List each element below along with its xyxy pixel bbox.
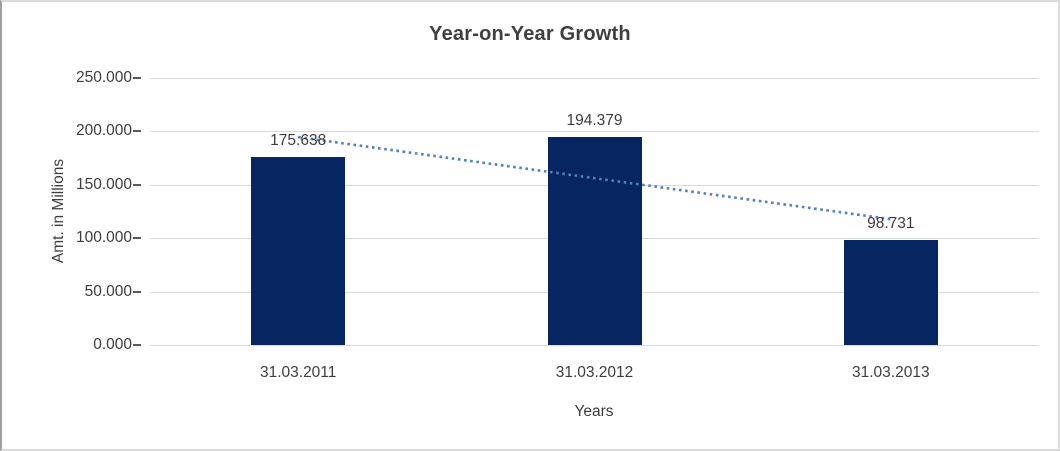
gridline <box>150 131 1039 132</box>
y-axis-tick <box>133 184 141 186</box>
bar <box>843 239 938 345</box>
y-axis-tick-label: 0.000 <box>93 336 132 353</box>
bar <box>547 137 642 345</box>
y-axis-tick-label: 200.000 <box>75 122 132 139</box>
bar <box>251 157 346 345</box>
y-axis-tick <box>133 291 141 293</box>
x-axis-category-label: 31.03.2011 <box>259 364 337 381</box>
y-axis-tick <box>133 344 141 346</box>
y-axis-tick-label: 100.000 <box>75 229 132 246</box>
bar-data-label: 175.638 <box>270 132 327 150</box>
gridline <box>150 78 1039 79</box>
y-axis-title: Amt. in Millions <box>50 158 67 264</box>
y-axis-tick-label: 150.000 <box>75 176 132 193</box>
gridline <box>150 345 1039 346</box>
x-axis-category-label: 31.03.2013 <box>852 364 930 381</box>
y-axis-tick-label: 50.000 <box>84 283 132 300</box>
y-axis-tick <box>133 237 141 239</box>
x-axis-category-label: 31.03.2012 <box>555 364 634 381</box>
bar-data-label: 98.731 <box>867 214 915 232</box>
chart-title: Year-on-Year Growth <box>429 23 631 45</box>
bar-data-label: 194.379 <box>566 112 623 130</box>
x-axis-title: Years <box>574 403 614 420</box>
y-axis-tick <box>133 130 141 132</box>
y-axis-tick <box>133 77 141 79</box>
y-axis-tick-label: 250.000 <box>75 69 132 86</box>
